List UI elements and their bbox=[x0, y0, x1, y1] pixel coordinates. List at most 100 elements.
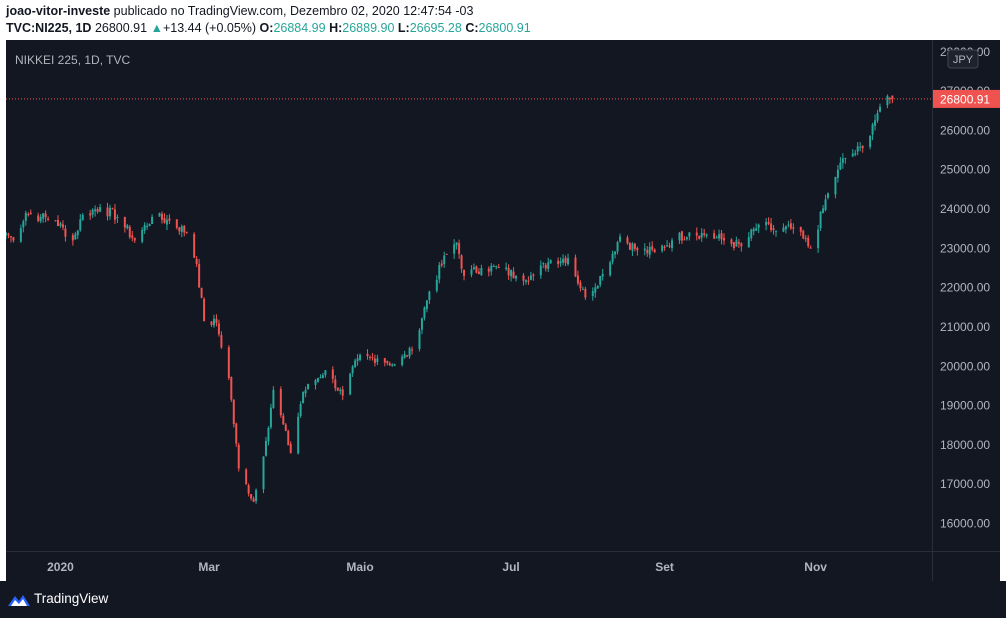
candle-body bbox=[871, 124, 874, 135]
candle-body bbox=[470, 269, 473, 275]
candle-body bbox=[859, 146, 862, 148]
candle-body bbox=[163, 218, 166, 223]
author-name[interactable]: joao-vitor-investe bbox=[6, 4, 111, 18]
candle-body bbox=[584, 288, 587, 298]
candle-body bbox=[371, 356, 374, 358]
candle-body bbox=[334, 379, 337, 389]
candle-body bbox=[492, 265, 495, 267]
currency-badge bbox=[947, 49, 979, 69]
candle-body bbox=[747, 237, 750, 248]
candle-body bbox=[391, 364, 394, 366]
candle-body bbox=[740, 243, 743, 247]
candle-body bbox=[460, 255, 463, 269]
candle-body bbox=[757, 224, 760, 228]
candle-body bbox=[366, 353, 369, 357]
candle-body bbox=[755, 228, 758, 231]
candle-body bbox=[628, 242, 631, 250]
candle-body bbox=[264, 440, 267, 456]
low-label: L: bbox=[397, 21, 410, 35]
candle-body bbox=[874, 120, 877, 126]
candle-body bbox=[321, 375, 324, 378]
candle-body bbox=[316, 377, 319, 382]
candle-body bbox=[331, 369, 334, 379]
symbol-line: TVC:NI225, 1D 26800.91 ▲+13.44 (+0.05%) … bbox=[6, 20, 1000, 37]
candle-body bbox=[351, 366, 354, 374]
candle-body bbox=[359, 354, 362, 360]
candlestick-chart[interactable]: 16000.00 17000.00 18000.00 19000.00 20000.00… bbox=[6, 40, 1000, 581]
candle-body bbox=[368, 356, 371, 358]
candle-body bbox=[579, 282, 582, 289]
candle-body bbox=[648, 247, 651, 255]
candle-body bbox=[611, 253, 614, 262]
candle-body bbox=[200, 287, 203, 298]
candle-body bbox=[195, 258, 198, 265]
candle-body bbox=[376, 358, 379, 362]
candle-body bbox=[180, 226, 183, 232]
candle-body bbox=[27, 214, 30, 216]
candle-body bbox=[705, 234, 708, 236]
candle-body bbox=[735, 240, 738, 247]
tradingview-logo-icon[interactable] bbox=[8, 593, 30, 607]
candle-body bbox=[247, 485, 250, 494]
candle-body bbox=[576, 275, 579, 284]
candle-body bbox=[420, 318, 423, 330]
candle-body bbox=[564, 257, 567, 264]
candle-body bbox=[403, 354, 406, 358]
candle-body bbox=[879, 106, 882, 112]
candle-body bbox=[106, 207, 109, 217]
open-value: 26884.99 bbox=[273, 21, 326, 35]
candle-body bbox=[851, 153, 854, 157]
candle-body bbox=[633, 243, 636, 249]
time-tick-label: Nov bbox=[804, 560, 827, 574]
footer-bar: TradingView bbox=[0, 581, 1006, 618]
candle-body bbox=[116, 216, 119, 219]
candle-body bbox=[178, 227, 181, 232]
candle-body bbox=[636, 248, 639, 251]
candle-body bbox=[425, 300, 428, 310]
candle-body bbox=[151, 216, 154, 224]
candle-body bbox=[89, 213, 92, 216]
candle-body bbox=[653, 249, 656, 253]
candle-body bbox=[232, 399, 235, 425]
candle-body bbox=[775, 230, 778, 232]
candle-body bbox=[609, 262, 612, 276]
candle-body bbox=[547, 262, 550, 269]
candle-body bbox=[819, 211, 822, 229]
candle-body bbox=[891, 95, 894, 99]
chart-area[interactable]: 16000.00 17000.00 18000.00 19000.00 20000.00… bbox=[6, 40, 1000, 581]
candle-body bbox=[616, 242, 619, 252]
candle-body bbox=[282, 415, 285, 425]
candle-body bbox=[91, 209, 94, 215]
high-label: H: bbox=[329, 21, 343, 35]
symbol-label: TVC:NI225, 1D bbox=[6, 21, 92, 35]
candle-body bbox=[230, 376, 233, 400]
candle-body bbox=[22, 221, 25, 228]
candle-body bbox=[732, 242, 735, 248]
candle-body bbox=[158, 213, 161, 217]
candle-body bbox=[269, 407, 272, 428]
tradingview-brand[interactable]: TradingView bbox=[34, 591, 109, 606]
candle-body bbox=[490, 265, 493, 272]
time-tick-label: 2020 bbox=[47, 560, 74, 574]
candle-body bbox=[99, 207, 102, 212]
candle-body bbox=[148, 223, 151, 227]
candle-body bbox=[453, 244, 456, 254]
candle-body bbox=[824, 199, 827, 211]
candle-body bbox=[44, 213, 47, 218]
candle-body bbox=[557, 260, 560, 265]
candle-body bbox=[529, 275, 532, 280]
candle-body bbox=[562, 258, 565, 263]
price-tick-label: 25000.00 bbox=[940, 163, 990, 177]
candle-body bbox=[143, 225, 146, 231]
candle-body bbox=[487, 268, 490, 272]
candle-body bbox=[146, 226, 149, 228]
candle-body bbox=[24, 212, 27, 221]
time-tick-label: Mar bbox=[198, 560, 220, 574]
candle-body bbox=[834, 176, 837, 195]
close-value: 26800.91 bbox=[478, 21, 531, 35]
chart-title: NIKKEI 225, 1D, TVC bbox=[15, 53, 130, 67]
candle-body bbox=[299, 404, 302, 417]
candle-body bbox=[252, 498, 255, 502]
candle-body bbox=[809, 247, 812, 249]
candle-body bbox=[56, 219, 59, 227]
